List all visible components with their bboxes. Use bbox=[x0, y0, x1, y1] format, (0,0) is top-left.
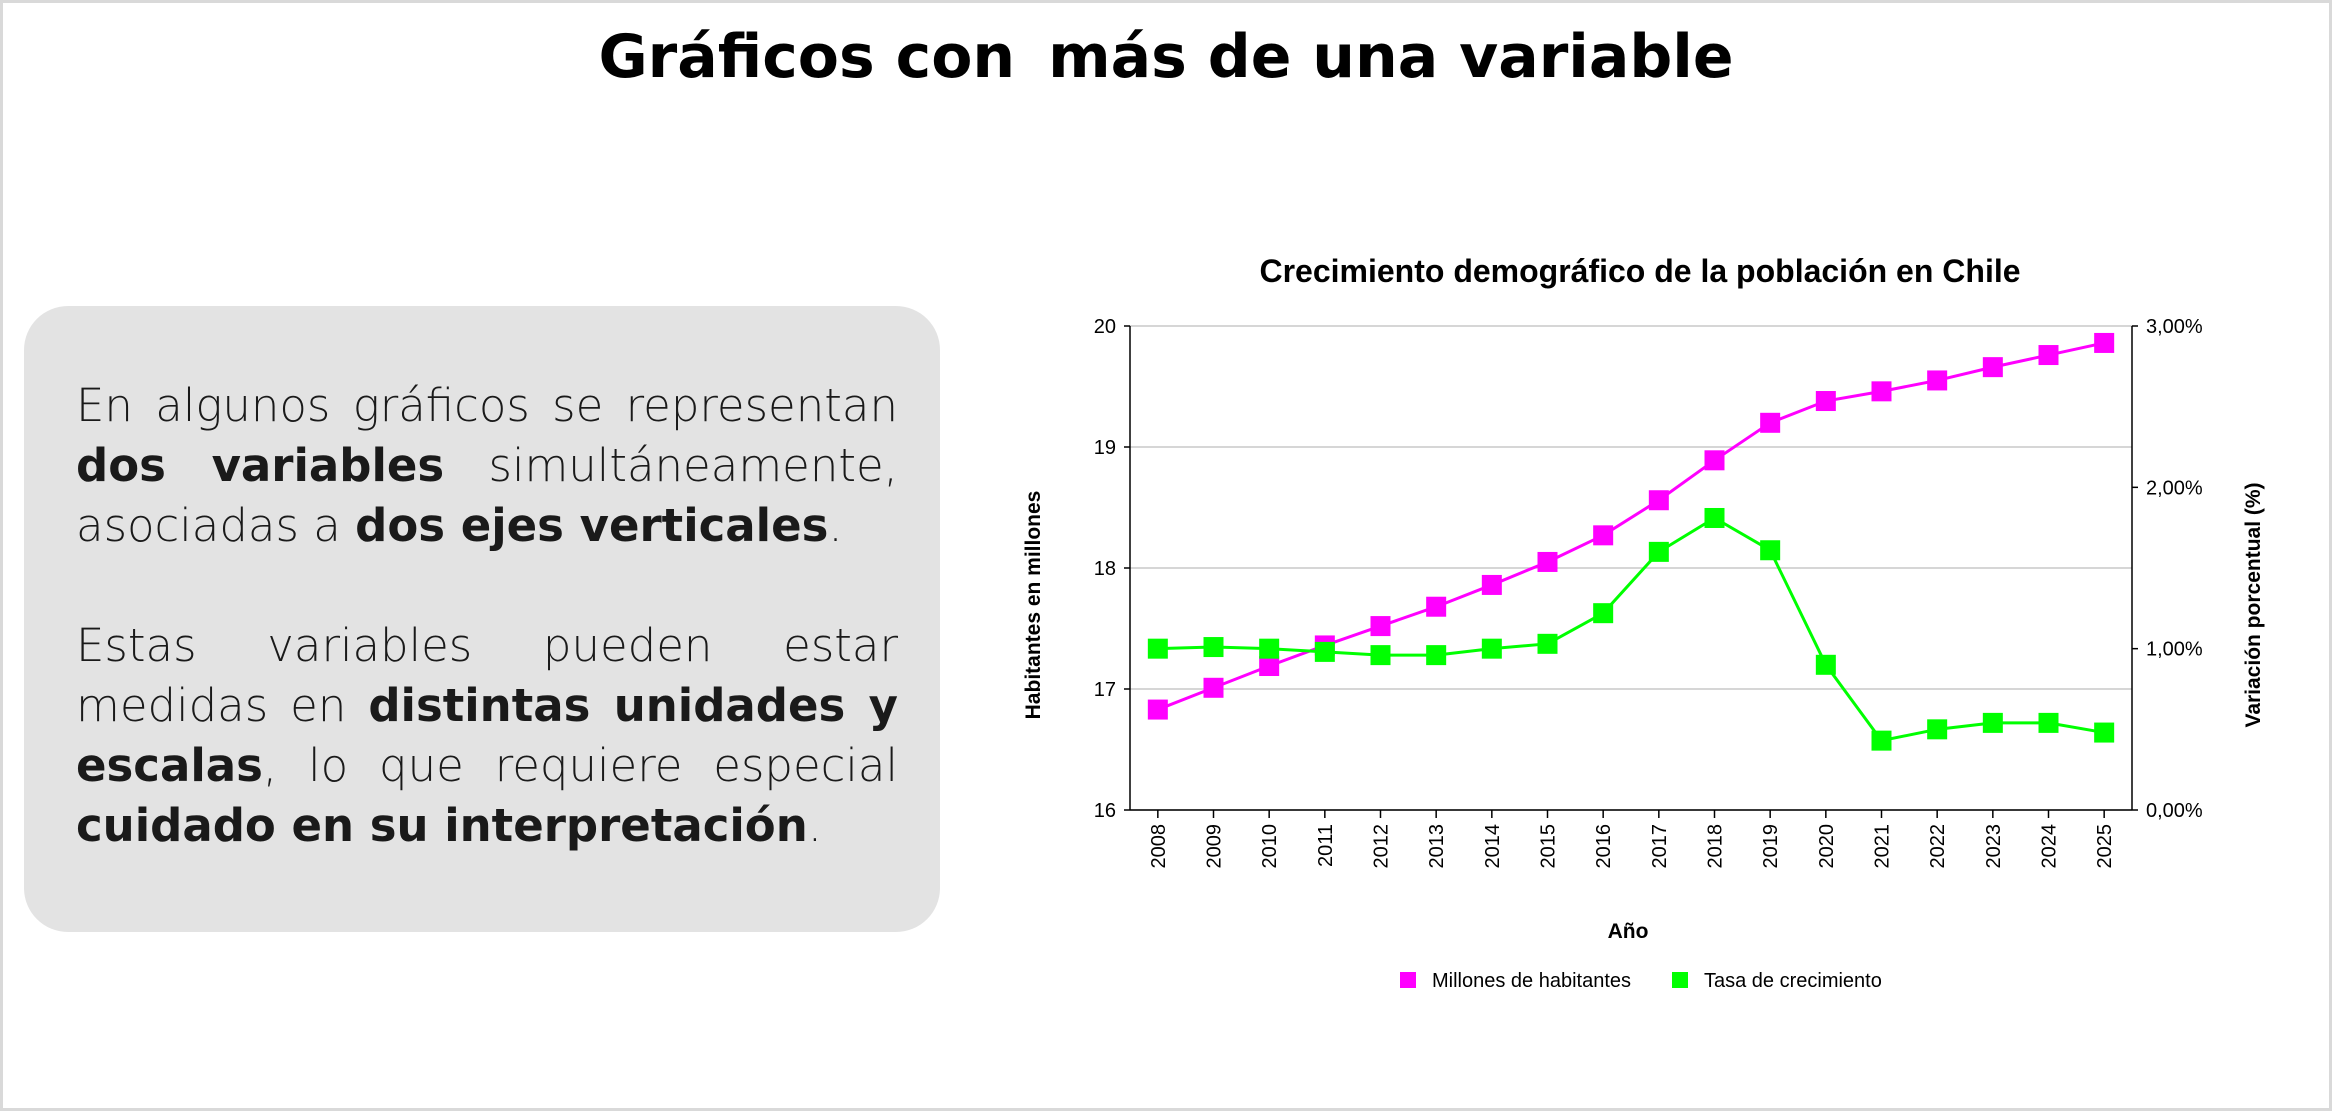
series-line bbox=[1157, 341, 2105, 711]
data-point-marker bbox=[1704, 507, 1725, 528]
data-point-marker bbox=[1370, 616, 1391, 637]
data-point-marker bbox=[1760, 412, 1781, 433]
p1-text-a: En algunos gráficos se representan bbox=[76, 379, 898, 432]
explanation-box: En algunos gráficos se representan dos v… bbox=[24, 306, 940, 932]
p2-text-c: , lo que requiere especial bbox=[262, 739, 898, 792]
paragraph-2: Estas variables pueden estar medidas en … bbox=[76, 616, 898, 856]
x-tick-label: 2009 bbox=[1204, 824, 1226, 869]
data-point-marker bbox=[1426, 645, 1447, 666]
y-tick-label: 20 bbox=[1094, 316, 1116, 338]
data-point-marker bbox=[1982, 357, 2003, 378]
p1-text-c: simultáneamente, asociadas a bbox=[76, 439, 898, 552]
y2-tick-label: 0,00% bbox=[2146, 800, 2203, 822]
x-axis-label: Año bbox=[1608, 920, 1649, 943]
data-point-marker bbox=[1203, 637, 1224, 658]
slide-title: Gráficos con más de una variable bbox=[0, 22, 2332, 92]
data-point-marker bbox=[1537, 551, 1558, 572]
y2-tick-label: 3,00% bbox=[2146, 316, 2203, 338]
series-line bbox=[1157, 516, 2105, 743]
x-tick-label: 2014 bbox=[1482, 824, 1504, 869]
p2-text-e: . bbox=[807, 799, 823, 852]
slide-title-part1: Gráficos con bbox=[598, 22, 1016, 92]
data-point-marker bbox=[1648, 541, 1669, 562]
x-tick-label: 2025 bbox=[2094, 824, 2116, 869]
x-tick-label: 2008 bbox=[1148, 824, 1170, 869]
data-point-marker bbox=[1593, 525, 1614, 546]
data-point-marker bbox=[1481, 574, 1502, 595]
data-point-marker bbox=[1982, 712, 2003, 733]
data-point-marker bbox=[1927, 719, 1948, 740]
p2-text-a: Estas variables pueden estar medidas en bbox=[76, 619, 898, 732]
x-tick-label: 2022 bbox=[1927, 824, 1949, 869]
x-tick-label: 2016 bbox=[1593, 824, 1615, 869]
x-tick-label: 2020 bbox=[1816, 824, 1838, 869]
x-tick-label: 2017 bbox=[1649, 824, 1671, 869]
y-tick-label: 18 bbox=[1094, 558, 1116, 580]
data-point-marker bbox=[2038, 712, 2059, 733]
x-tick-label: 2010 bbox=[1259, 824, 1281, 869]
data-point-marker bbox=[1537, 633, 1558, 654]
data-point-marker bbox=[1871, 730, 1892, 751]
legend-label: Millones de habitantes bbox=[1432, 970, 1631, 992]
data-point-marker bbox=[1871, 381, 1892, 402]
p1-bold-d: dos ejes verticales bbox=[355, 499, 829, 552]
data-point-marker bbox=[2094, 722, 2115, 743]
data-point-marker bbox=[1815, 654, 1836, 675]
chart-container: Crecimiento demográfico de la población … bbox=[1000, 230, 2280, 1030]
p2-bold-d: cuidado en su interpretación bbox=[76, 799, 808, 852]
x-tick-label: 2011 bbox=[1315, 824, 1337, 867]
y-tick-label: 16 bbox=[1094, 800, 1116, 822]
x-tick-label: 2013 bbox=[1426, 824, 1448, 869]
data-point-marker bbox=[1259, 638, 1280, 659]
p1-text-e: . bbox=[828, 499, 843, 552]
data-point-marker bbox=[1314, 641, 1335, 662]
y2-tick-label: 1,00% bbox=[2146, 639, 2203, 661]
x-tick-label: 2012 bbox=[1371, 824, 1393, 869]
data-point-marker bbox=[1426, 596, 1447, 617]
data-point-marker bbox=[1648, 490, 1669, 511]
x-tick-label: 2021 bbox=[1872, 824, 1894, 869]
data-point-marker bbox=[1927, 370, 1948, 391]
dual-axis-line-chart: Crecimiento demográfico de la población … bbox=[1022, 253, 2265, 992]
slide-title-part2: más de una variable bbox=[1048, 22, 1734, 92]
data-point-marker bbox=[1481, 638, 1502, 659]
legend-label: Tasa de crecimiento bbox=[1704, 970, 1882, 992]
y-tick-label: 17 bbox=[1094, 679, 1116, 701]
y2-tick-label: 2,00% bbox=[2146, 477, 2203, 499]
chart-title: Crecimiento demográfico de la población … bbox=[1259, 253, 2020, 289]
y-axis-label: Habitantes en millones bbox=[1022, 491, 1045, 720]
y2-axis-label: Variación porcentual (%) bbox=[2242, 482, 2265, 727]
paragraph-1: En algunos gráficos se representan dos v… bbox=[76, 376, 898, 556]
y-tick-label: 19 bbox=[1094, 437, 1116, 459]
p2-bold-b: distintas unidades y escalas bbox=[76, 679, 898, 792]
data-point-marker bbox=[1815, 391, 1836, 412]
data-point-marker bbox=[2038, 345, 2059, 366]
data-point-marker bbox=[1370, 645, 1391, 666]
x-tick-label: 2023 bbox=[1983, 824, 2005, 869]
data-point-marker bbox=[1593, 603, 1614, 624]
data-point-marker bbox=[1704, 450, 1725, 471]
data-point-marker bbox=[1147, 638, 1168, 659]
legend-swatch bbox=[1672, 972, 1688, 988]
x-tick-label: 2018 bbox=[1705, 824, 1727, 869]
x-tick-label: 2015 bbox=[1538, 824, 1560, 869]
data-point-marker bbox=[1259, 656, 1280, 677]
x-tick-label: 2024 bbox=[2039, 824, 2061, 869]
data-point-marker bbox=[2094, 332, 2115, 353]
data-point-marker bbox=[1203, 677, 1224, 698]
legend-swatch bbox=[1400, 972, 1416, 988]
data-point-marker bbox=[1760, 540, 1781, 561]
x-tick-label: 2019 bbox=[1760, 824, 1782, 869]
p1-bold-b: dos variables bbox=[76, 439, 445, 492]
data-point-marker bbox=[1147, 699, 1168, 720]
